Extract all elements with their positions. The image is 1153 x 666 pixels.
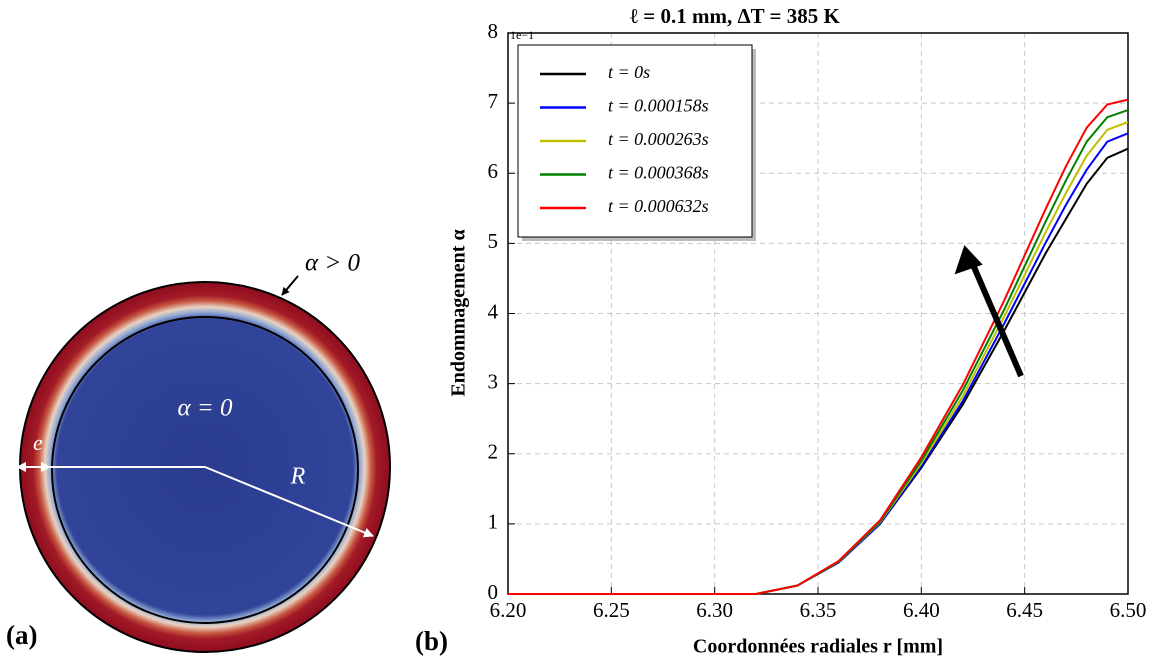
- x-tick-label: 6.45: [1006, 598, 1043, 622]
- y-tick-label: 0: [488, 580, 499, 604]
- y-axis-label: Endommagement α: [448, 229, 470, 396]
- radius-arrow: [204, 466, 374, 538]
- inner-label: α = 0: [178, 395, 233, 422]
- y-tick-label: 5: [488, 229, 499, 253]
- x-tick-label: 6.20: [490, 598, 527, 622]
- y-tick-label: 2: [488, 440, 499, 464]
- y-tick-label: 7: [488, 89, 499, 113]
- x-tick-label: 6.35: [800, 598, 837, 622]
- diagram: α > 0 α = 0 e R (a): [6, 250, 391, 653]
- radius-label: R: [290, 464, 306, 490]
- legend-label: t = 0.000263s: [608, 129, 709, 149]
- y-tick-label: 6: [488, 159, 499, 183]
- outer-label: α > 0: [305, 250, 360, 277]
- x-tick-label: 6.25: [593, 598, 630, 622]
- chart-title: ℓ = 0.1 mm, ΔT = 385 K: [630, 4, 840, 28]
- trend-arrow: [968, 258, 1024, 378]
- legend-label: t = 0.000632s: [608, 196, 709, 216]
- x-tick-label: 6.40: [903, 598, 940, 622]
- y-tick-label: 4: [488, 299, 499, 323]
- inner-boundary: [51, 316, 359, 624]
- x-tick-label: 6.50: [1110, 598, 1147, 622]
- y-tick-label: 3: [488, 369, 499, 393]
- chart: ℓ = 0.1 mm, ΔT = 385 K Endommagement α C…: [415, 4, 1146, 658]
- legend-label: t = 0.000368s: [608, 163, 709, 183]
- y-tick-label: 1: [488, 510, 499, 534]
- x-axis-label: Coordonnées radiales r [mm]: [693, 636, 943, 658]
- y-offset-label: 1e−1: [510, 28, 534, 42]
- x-tick-label: 6.30: [696, 598, 733, 622]
- legend-label: t = 0.000158s: [608, 96, 709, 116]
- trend-arrow-head: [954, 245, 983, 275]
- legend-label: t = 0s: [608, 62, 650, 82]
- series-line: [508, 98, 1129, 595]
- panel-label: (a): [6, 620, 37, 650]
- y-tick-label: 8: [488, 19, 499, 43]
- panel-label: (b): [415, 626, 448, 656]
- pointer-arrow: [281, 275, 299, 296]
- thickness-label: e: [33, 430, 43, 455]
- plot-frame: [507, 32, 1129, 595]
